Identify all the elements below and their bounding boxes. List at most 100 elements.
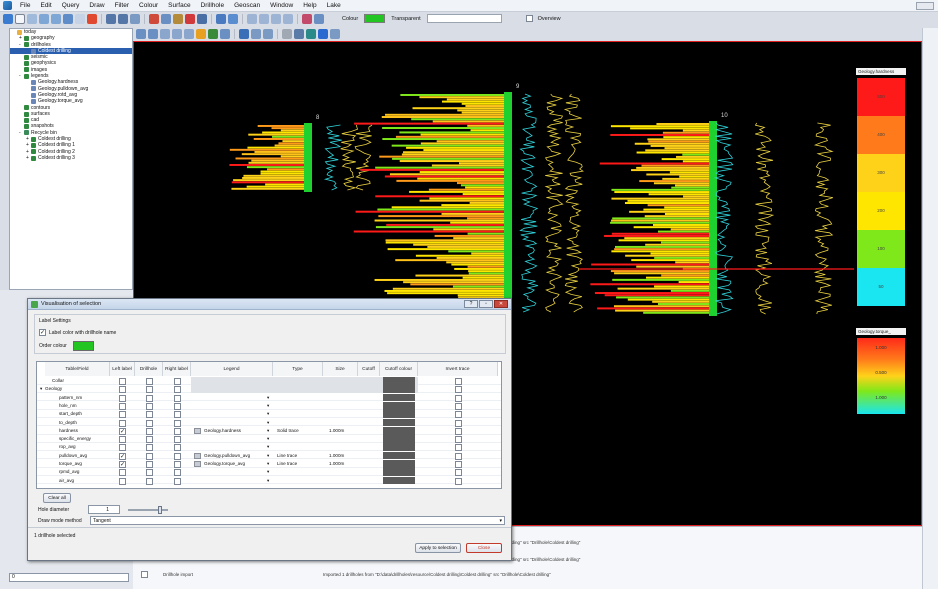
trace-type[interactable]: Line trace — [277, 461, 298, 466]
section-icon[interactable] — [148, 28, 158, 39]
tree-item[interactable]: - drillholes — [10, 42, 132, 48]
line-icon[interactable] — [39, 13, 49, 24]
left-label-checkbox[interactable] — [119, 469, 126, 477]
right-label-checkbox[interactable] — [174, 411, 181, 419]
left-label-checkbox[interactable] — [119, 411, 126, 419]
trace-size[interactable]: 1.000m — [329, 427, 345, 433]
table-row[interactable]: to_depth ▾ — [37, 418, 501, 427]
cutoff-colour-cell[interactable] — [383, 393, 415, 402]
tree-item[interactable]: - legends — [10, 73, 132, 79]
tree-item[interactable]: Geology.torque_avg — [10, 98, 132, 104]
column-header[interactable]: Type — [273, 362, 323, 376]
table-row[interactable]: rop_avg ▾ — [37, 443, 501, 452]
tree-expander-icon[interactable]: - — [19, 41, 21, 48]
table-icon[interactable] — [314, 13, 324, 24]
right-label-checkbox[interactable] — [174, 444, 181, 452]
column-header[interactable]: Invert trace — [418, 362, 498, 376]
right-label-checkbox[interactable] — [174, 477, 181, 485]
table-row[interactable]: air_avg ▾ — [37, 476, 501, 485]
legend-dropdown-icon[interactable]: ▾ — [267, 477, 270, 483]
invert-trace-checkbox[interactable] — [455, 394, 462, 402]
invert-trace-checkbox[interactable] — [455, 378, 462, 385]
drillhole-checkbox[interactable] — [146, 477, 153, 485]
scale-icon[interactable] — [283, 13, 293, 24]
cutoff-colour-cell[interactable] — [383, 443, 415, 452]
triangle-icon[interactable] — [247, 13, 257, 24]
trace-icon[interactable] — [184, 28, 194, 39]
trace-type[interactable]: Line trace — [277, 452, 298, 458]
target-icon[interactable] — [306, 28, 316, 39]
invert-trace-checkbox[interactable] — [455, 461, 462, 468]
expand-icon[interactable]: ▾ — [40, 386, 43, 392]
hole-diameter-spinner[interactable]: 1 — [88, 505, 120, 514]
layers-icon[interactable] — [75, 13, 85, 24]
table-row[interactable]: pulldown_avg Geology.pulldown_avg ▾ Line tr… — [37, 451, 501, 460]
paste-icon[interactable] — [173, 13, 183, 24]
legend-dropdown-icon[interactable]: ▾ — [267, 452, 270, 458]
tree-expander-icon[interactable]: - — [19, 129, 21, 136]
tree-item[interactable]: surfaces — [10, 111, 132, 117]
apply-button[interactable]: Apply to selection — [415, 543, 461, 553]
rotate-icon[interactable] — [216, 13, 226, 24]
tree-item[interactable]: cad — [10, 117, 132, 123]
legend-dropdown-icon[interactable]: ▾ — [267, 444, 270, 450]
arrow-icon[interactable] — [259, 13, 269, 24]
right-label-checkbox[interactable] — [174, 436, 181, 444]
delete-icon[interactable] — [185, 13, 195, 24]
tree-item[interactable]: + Coldest drilling 1 — [10, 142, 132, 148]
tree-item[interactable]: contours — [10, 105, 132, 111]
grid-icon[interactable] — [220, 28, 230, 39]
tree-expander-icon[interactable]: + — [19, 35, 22, 42]
left-label-checkbox[interactable] — [119, 386, 126, 394]
draw-method-select[interactable]: Tangent ▾ — [90, 516, 505, 525]
chart-icon[interactable] — [208, 28, 218, 39]
invert-trace-checkbox[interactable] — [455, 419, 462, 427]
right-label-checkbox[interactable] — [174, 419, 181, 427]
menu-item-query[interactable]: Query — [61, 2, 80, 9]
invert-trace-checkbox[interactable] — [455, 452, 462, 460]
help-button[interactable]: ? — [464, 300, 478, 308]
table-row[interactable]: Collar — [37, 377, 501, 385]
drillhole-checkbox[interactable] — [146, 461, 153, 468]
left-label-checkbox[interactable] — [119, 378, 126, 385]
legend-dropdown-icon[interactable]: ▾ — [267, 427, 270, 433]
menu-item-geoscan[interactable]: Geoscan — [234, 2, 261, 9]
tree-expander-icon[interactable]: - — [19, 73, 21, 80]
cut-icon[interactable] — [149, 13, 159, 24]
undo-icon[interactable] — [106, 13, 116, 24]
draw-icon[interactable] — [251, 28, 261, 39]
right-label-checkbox[interactable] — [174, 427, 181, 435]
cutoff-colour-cell[interactable] — [383, 418, 415, 427]
left-label-checkbox[interactable] — [119, 402, 126, 410]
tree-item[interactable]: geophysics — [10, 60, 132, 66]
menu-item-colour[interactable]: Colour — [139, 2, 159, 9]
drillhole-checkbox[interactable] — [146, 386, 153, 394]
column-header[interactable]: Table/Field — [45, 362, 110, 376]
tree-expander-icon[interactable]: + — [26, 136, 29, 143]
tree-item[interactable]: + Coldest drilling 3 — [10, 155, 132, 161]
invert-trace-checkbox[interactable] — [455, 477, 462, 485]
plan-icon[interactable] — [160, 28, 170, 39]
menu-item-surface[interactable]: Surface — [168, 2, 191, 9]
right-label-checkbox[interactable] — [174, 452, 181, 460]
tree-item[interactable]: + geography — [10, 35, 132, 41]
column-header[interactable]: Size — [323, 362, 358, 376]
info-icon[interactable] — [318, 28, 328, 39]
maximize-button[interactable]: ▫ — [479, 300, 493, 308]
drillhole-checkbox[interactable] — [146, 444, 153, 452]
tree-item[interactable]: + Coldest drilling 2 — [10, 149, 132, 155]
tree-item[interactable]: - Recycle bin — [10, 130, 132, 136]
legend-dropdown-icon[interactable]: ▾ — [267, 436, 270, 442]
table-row[interactable]: specific_energy ▾ — [37, 435, 501, 444]
menu-item-lake[interactable]: Lake — [326, 2, 341, 9]
drillhole-checkbox[interactable] — [146, 402, 153, 410]
trace-type[interactable]: Solid trace — [277, 427, 299, 433]
left-label-checkbox[interactable] — [119, 394, 126, 402]
drillhole-checkbox[interactable] — [146, 419, 153, 427]
cutoff-colour-cell[interactable] — [383, 401, 415, 410]
tree-item[interactable]: Geology.rotd_avg — [10, 92, 132, 98]
tree-expander-icon[interactable]: + — [26, 148, 29, 155]
table-row[interactable]: ▾ Geology — [37, 385, 501, 394]
tree-item[interactable]: Geology.hardness — [10, 79, 132, 85]
menu-item-drillhole[interactable]: Drillhole — [200, 2, 225, 9]
